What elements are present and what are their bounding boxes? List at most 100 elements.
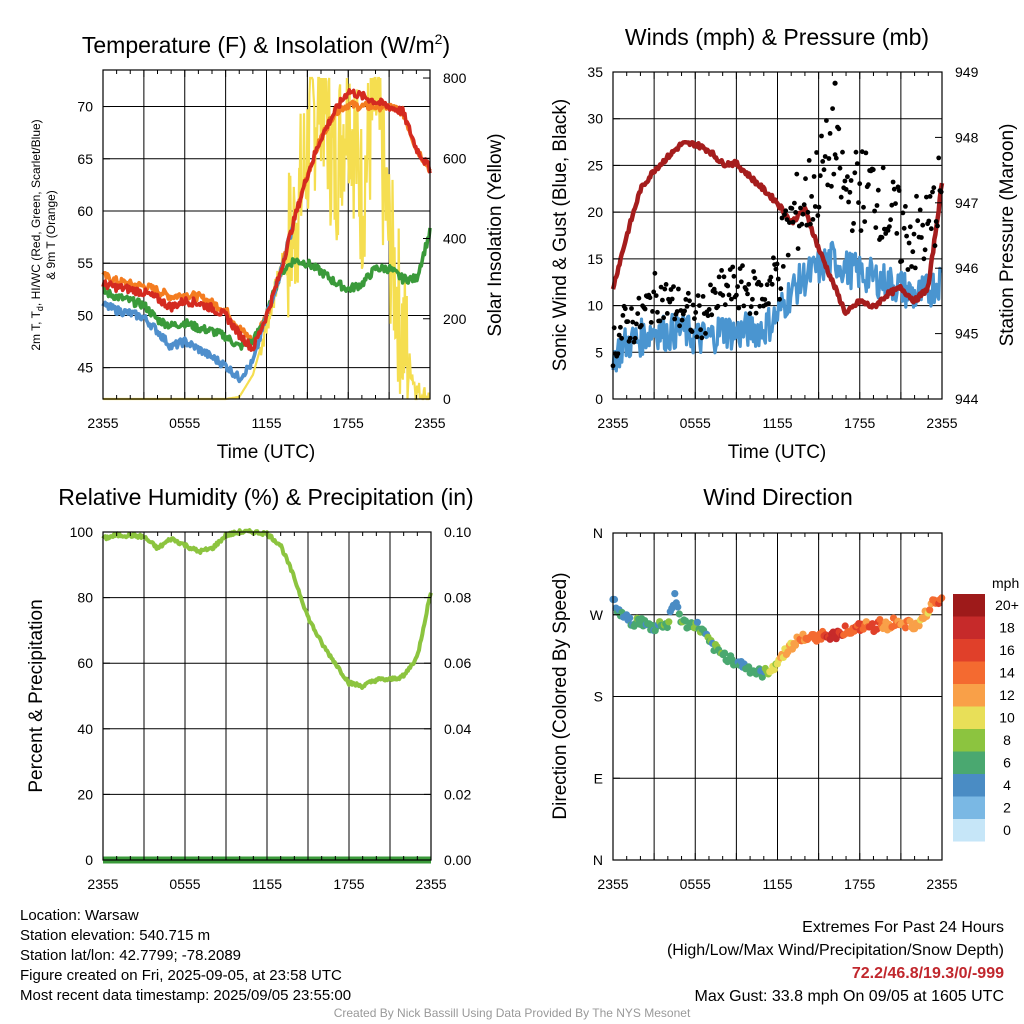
colorbar-swatch [953,594,985,617]
colorbar-label: 14 [999,665,1015,681]
gust-point [779,215,785,221]
gust-point [722,302,728,308]
station-pressure-line [610,139,945,316]
gust-point [790,219,796,225]
gust-point [719,268,724,273]
gust-point [811,174,817,179]
direction-point [868,620,877,628]
gust-point [782,212,787,218]
direction-point [665,618,673,626]
y-tick-label: 30 [587,111,603,127]
gust-point [750,296,755,302]
gust-point [683,297,689,302]
gust-point [928,226,934,232]
gust-point [636,295,642,301]
humidity-y-axis-label: Percent & Precipitation [26,599,47,792]
gust-point [619,335,624,341]
gust-point [805,209,811,215]
gust-point [831,171,837,177]
humidity-panel-title: Relative Humidity (%) & Precipitation (i… [58,484,473,510]
colorbar-swatch [953,774,985,797]
gust-point [872,208,877,214]
gust-point [699,335,705,341]
direction-point [663,623,671,632]
gust-point [799,221,805,227]
gust-point [793,210,798,215]
winds-gridlines [613,72,942,399]
x-tick-label: 2355 [926,876,957,892]
x-tick-label: 0555 [680,876,711,892]
y-tick-label: 45 [77,360,93,376]
humidity-panel: Relative Humidity (%) & Precipitation (i… [26,484,474,892]
gust-point [622,306,628,312]
gust-point [720,292,726,298]
gust-point [725,283,731,289]
y-tick-label: 50 [77,307,93,323]
winds-ticks: 2355 0555 1155 1755 2355 0 5 10 15 20 25 30 35 944 945… [587,64,978,431]
direction-y-axis-label: Direction (Colored By Speed) [550,572,571,819]
gust-point [880,165,886,171]
gust-point [907,224,913,230]
gust-point [900,210,906,216]
gust-point [853,149,859,155]
x-tick-label: 1755 [844,876,875,892]
gust-point [736,305,742,311]
extremes-info: Extremes For Past 24 Hours (High/Low/Max… [667,916,1004,1008]
direction-point [926,606,934,614]
gust-point [830,106,835,111]
y2-tick-label: 0.00 [444,852,471,868]
colorbar-swatch [953,661,985,684]
gust-point [890,179,896,185]
colorbar-swatch [953,796,985,819]
gust-point [753,310,759,316]
y2-tick-label: 0.04 [444,721,471,737]
winds-series [610,80,945,373]
gust-point [773,266,779,272]
gust-point [806,158,812,163]
gust-point [842,178,848,184]
y-tick-label: 60 [77,655,93,671]
gust-point [734,292,739,298]
gust-point [879,235,885,240]
y-tick-label: 60 [77,203,93,219]
winds-panel: Winds (mph) & Pressure (mb) 2355 0555 1155… [550,24,1018,463]
gust-point [672,316,678,322]
y2-tick-label: 944 [955,391,979,407]
gust-point [658,284,664,290]
gust-point [678,308,684,313]
created-text: Figure created on Fri, 2025-09-05, at 23… [20,967,342,984]
pressure-y-axis-label: Station Pressure (Maroon) [997,124,1018,347]
gust-point [936,155,942,161]
colorbar-label: 6 [1003,755,1011,771]
gust-point [748,304,754,310]
gust-point [746,281,752,287]
y-tick-label: 5 [595,344,603,360]
gust-point [671,284,676,289]
y-tick-label: 65 [77,151,93,167]
gust-point [870,167,876,173]
x-tick-label: 1155 [252,876,282,892]
humidity-gridlines [103,532,431,860]
max-gust-text: Max Gust: 33.8 mph On 09/05 at 1605 UTC [694,988,1005,1005]
gust-point [798,205,803,211]
direction-point [770,666,778,674]
gust-point [709,312,715,318]
y2-tick-label: 945 [955,326,979,342]
gust-point [698,327,703,333]
gust-point [856,200,861,206]
y2-tick-label: 0.06 [444,655,471,671]
direction-point [674,603,682,611]
gust-point [785,252,791,258]
gust-point [652,270,658,276]
temperature-ticks: 2355 0555 1155 1755 2355 45 50 55 60 65 70 0 200 400 6… [77,70,467,431]
direction-gridlines [613,533,942,860]
gust-point [634,321,639,327]
gust-point [715,303,721,309]
gust-point [826,156,832,161]
direction-point [906,617,914,625]
gust-point [769,281,775,287]
y-tick-label: 80 [77,590,93,606]
credit-text: Created By Nick Bassill Using Data Provi… [333,1006,691,1020]
gust-point [662,286,668,292]
